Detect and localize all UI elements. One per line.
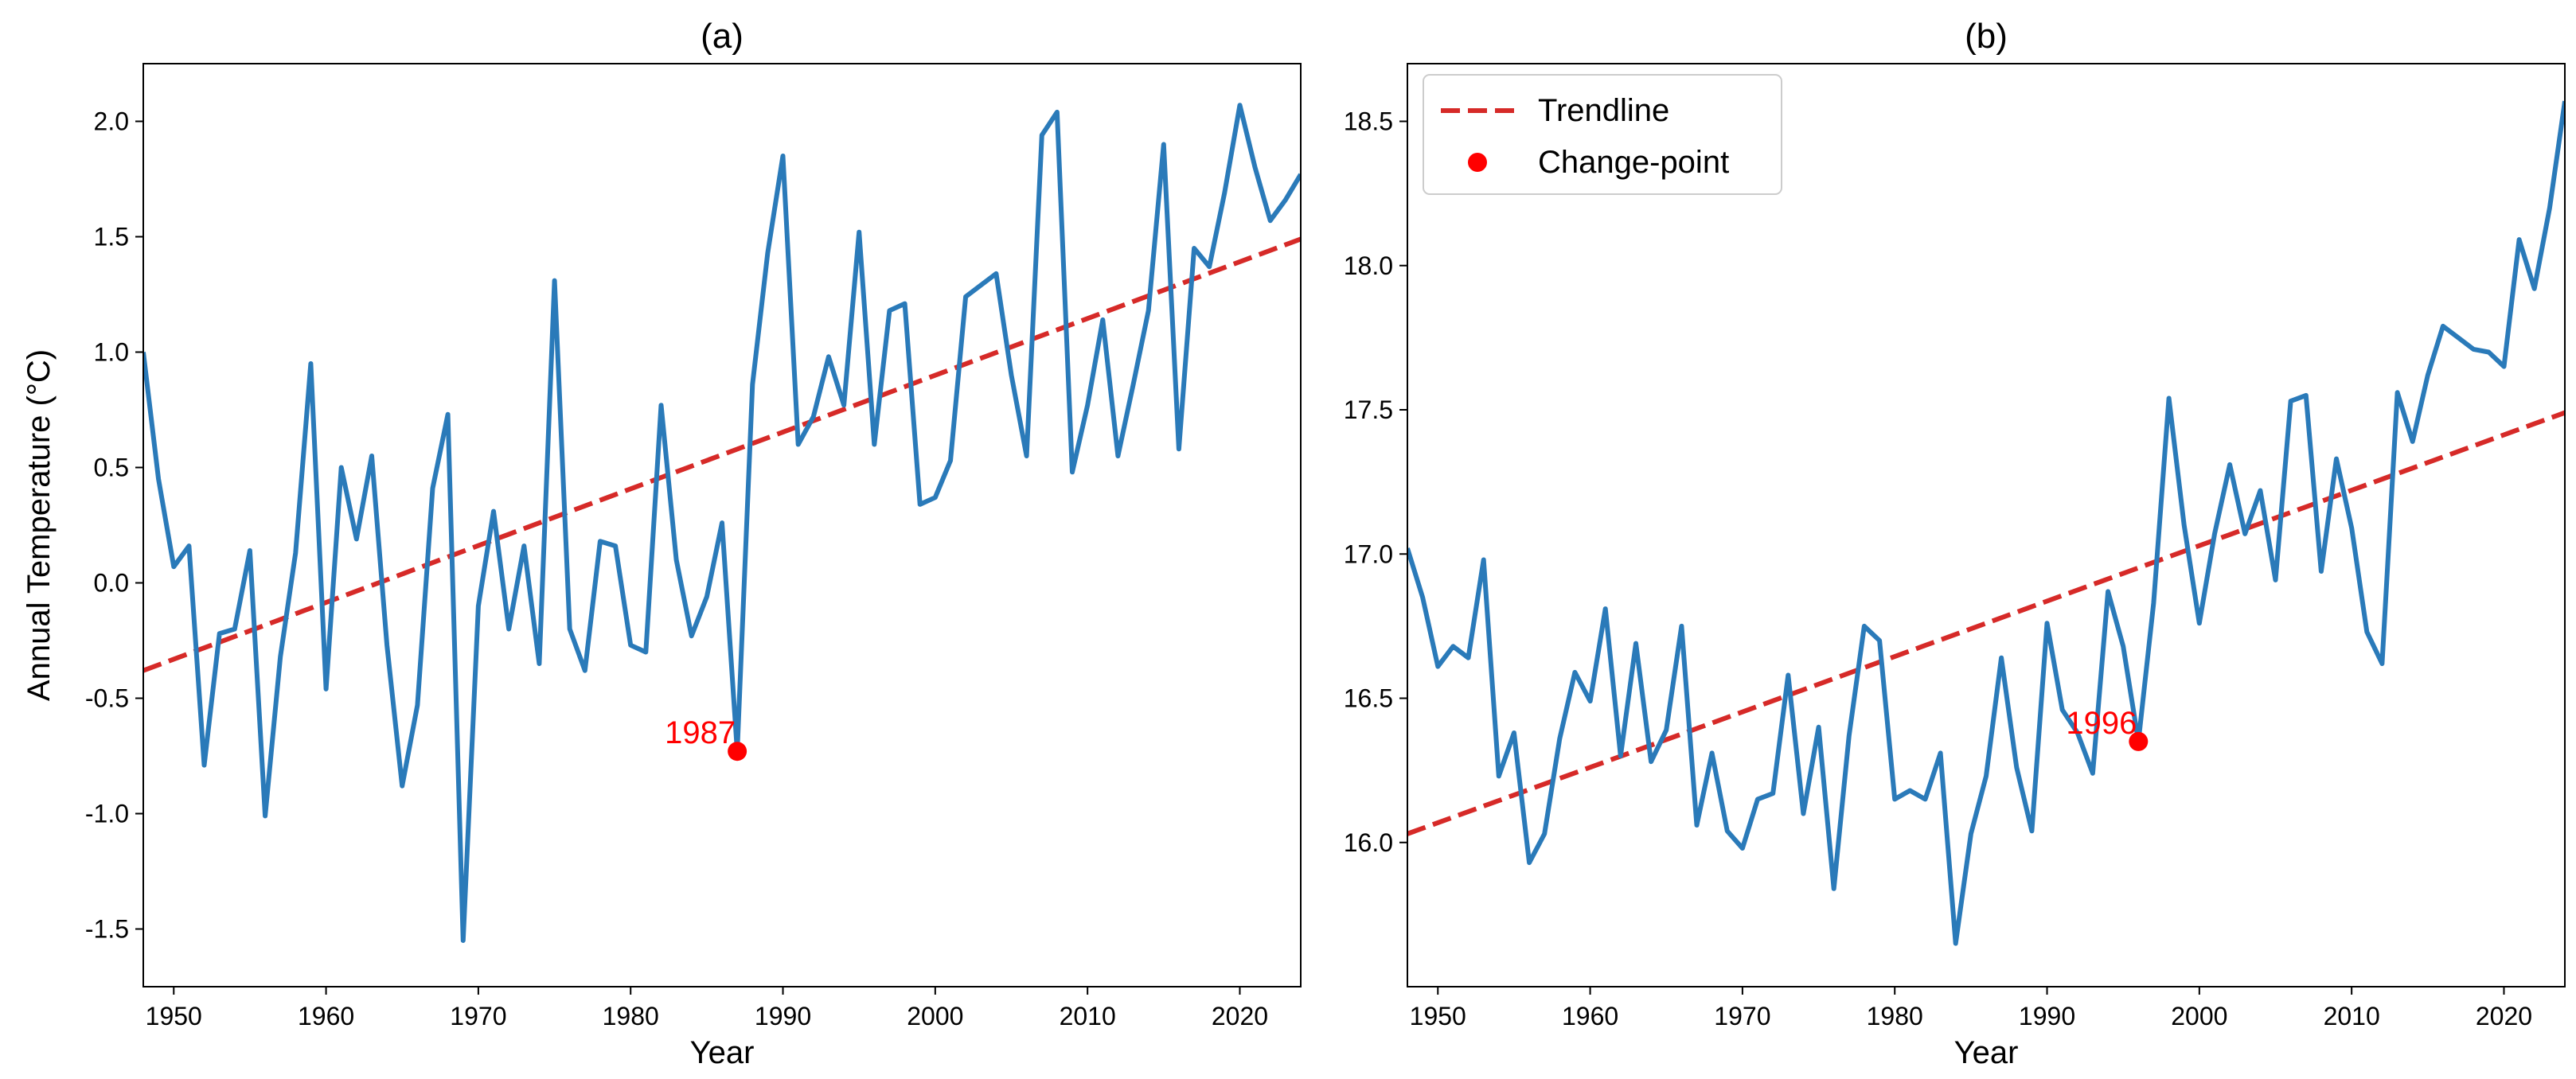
legend-box: [1423, 74, 1782, 195]
series-line-temperature: [1407, 100, 2565, 946]
x-tick-label: 1990: [2019, 1002, 2075, 1030]
chart-title: (a): [701, 17, 744, 56]
x-tick-label: 2000: [2171, 1002, 2227, 1030]
axes-frame: [1407, 63, 2566, 987]
legend-change-point-label: Change-point: [1538, 145, 1729, 180]
series-line-temperature: [143, 103, 1301, 943]
x-tick-label: 2000: [907, 1002, 963, 1030]
legend-trendline-label: Trendline: [1538, 93, 1669, 128]
change-point-label: 1987: [665, 715, 736, 750]
chart-panel-a: (a) 1987 1950 1960 1970 1980 1990 2000 2010 2020 -…: [21, 17, 1302, 1070]
y-tick-label: 2.0: [94, 107, 129, 136]
x-tick-label: 2020: [2476, 1002, 2532, 1030]
y-tick-label: -1.0: [85, 800, 129, 828]
chart-title: (b): [1965, 17, 2008, 56]
x-tick-label: 1960: [1562, 1002, 1618, 1030]
x-tick-label: 1950: [1410, 1002, 1466, 1030]
x-tick-label: 2010: [2324, 1002, 2380, 1030]
y-tick-label: 16.5: [1344, 684, 1393, 713]
axes-frame: [142, 63, 1302, 987]
plot-area: [1407, 100, 2565, 946]
y-tick-label: 16.0: [1344, 828, 1393, 857]
trendline: [143, 236, 1301, 673]
legend-change-point-swatch: [1468, 153, 1487, 172]
x-tick-label: 1970: [1714, 1002, 1770, 1030]
y-tick-label: 0.0: [94, 569, 129, 598]
x-tick-label: 2020: [1212, 1002, 1268, 1030]
y-tick-label: 17.5: [1344, 395, 1393, 424]
change-point-marker: [2129, 731, 2149, 751]
chart-panel-b: (b) 1996 1950 1960 1970 1980 1990 2000 2010 2020 1…: [1344, 17, 2566, 1070]
y-tick-label: 1.0: [94, 338, 129, 367]
y-tick-label: 0.5: [94, 454, 129, 482]
y-tick-label: 18.5: [1344, 107, 1393, 136]
y-tick-label: -1.5: [85, 915, 129, 944]
trendline: [1407, 410, 2565, 836]
y-tick-label: 1.5: [94, 223, 129, 251]
x-tick-label: 1980: [1867, 1002, 1923, 1030]
y-tick-label: -0.5: [85, 684, 129, 713]
legend: Trendline Change-point: [1423, 74, 1782, 195]
y-tick-label: 18.0: [1344, 251, 1393, 280]
x-tick-label: 1950: [146, 1002, 202, 1030]
y-axis-label: Annual Temperature (°C): [21, 349, 57, 701]
change-point-label: 1996: [2066, 706, 2137, 741]
change-point-marker: [728, 742, 747, 762]
x-axis-label: Year: [690, 1035, 755, 1070]
x-axis-label: Year: [1954, 1035, 2019, 1070]
x-tick-label: 2010: [1060, 1002, 1116, 1030]
x-tick-label: 1990: [755, 1002, 811, 1030]
plot-area: [143, 103, 1301, 943]
x-tick-label: 1980: [603, 1002, 659, 1030]
x-tick-label: 1960: [298, 1002, 354, 1030]
y-tick-label: 17.0: [1344, 540, 1393, 568]
x-tick-label: 1970: [450, 1002, 506, 1030]
